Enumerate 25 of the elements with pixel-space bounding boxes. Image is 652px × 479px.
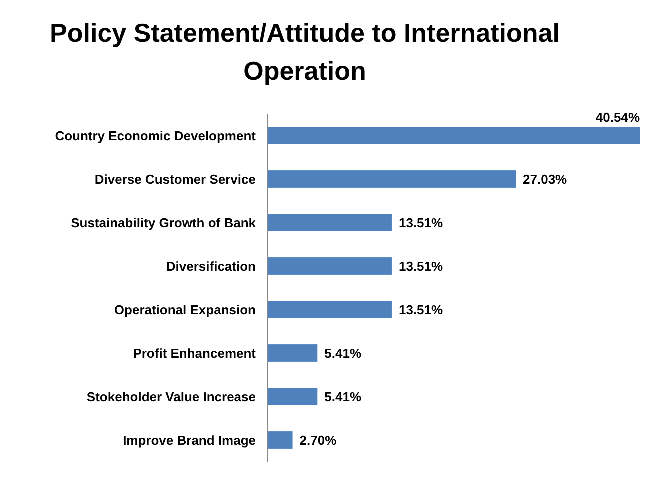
y-tick-label: Sustainability Growth of Bank: [71, 215, 257, 230]
chart-title: Policy Statement/Attitude to International Operation: [50, 18, 560, 86]
y-tick-label: Operational Expansion: [114, 302, 256, 318]
bar: [268, 432, 293, 449]
bar: [268, 127, 640, 144]
data-label: 27.03%: [523, 172, 568, 187]
data-label: 2.70%: [300, 432, 338, 448]
bar: [268, 388, 318, 406]
y-tick-label: Diversification: [166, 258, 256, 274]
data-label: 40.54%: [596, 110, 640, 126]
data-label: 13.51%: [398, 258, 444, 274]
bar: [268, 214, 392, 232]
data-label: 5.41%: [324, 389, 362, 404]
data-label: 13.51%: [398, 302, 444, 318]
y-tick-label: Diverse Customer Service: [94, 172, 256, 187]
bar: [268, 170, 516, 188]
y-tick-label: Improve Brand Image: [123, 432, 256, 448]
data-label: 5.41%: [324, 346, 362, 361]
bar: [268, 301, 392, 318]
y-tick-label: Profit Enhancement: [133, 346, 257, 361]
bar: [268, 344, 318, 362]
bar: [268, 258, 392, 275]
y-tick-label: Stokeholder Value Increase: [86, 389, 256, 404]
y-tick-label: Country Economic Development: [55, 128, 257, 144]
data-label: 13.51%: [398, 215, 444, 230]
